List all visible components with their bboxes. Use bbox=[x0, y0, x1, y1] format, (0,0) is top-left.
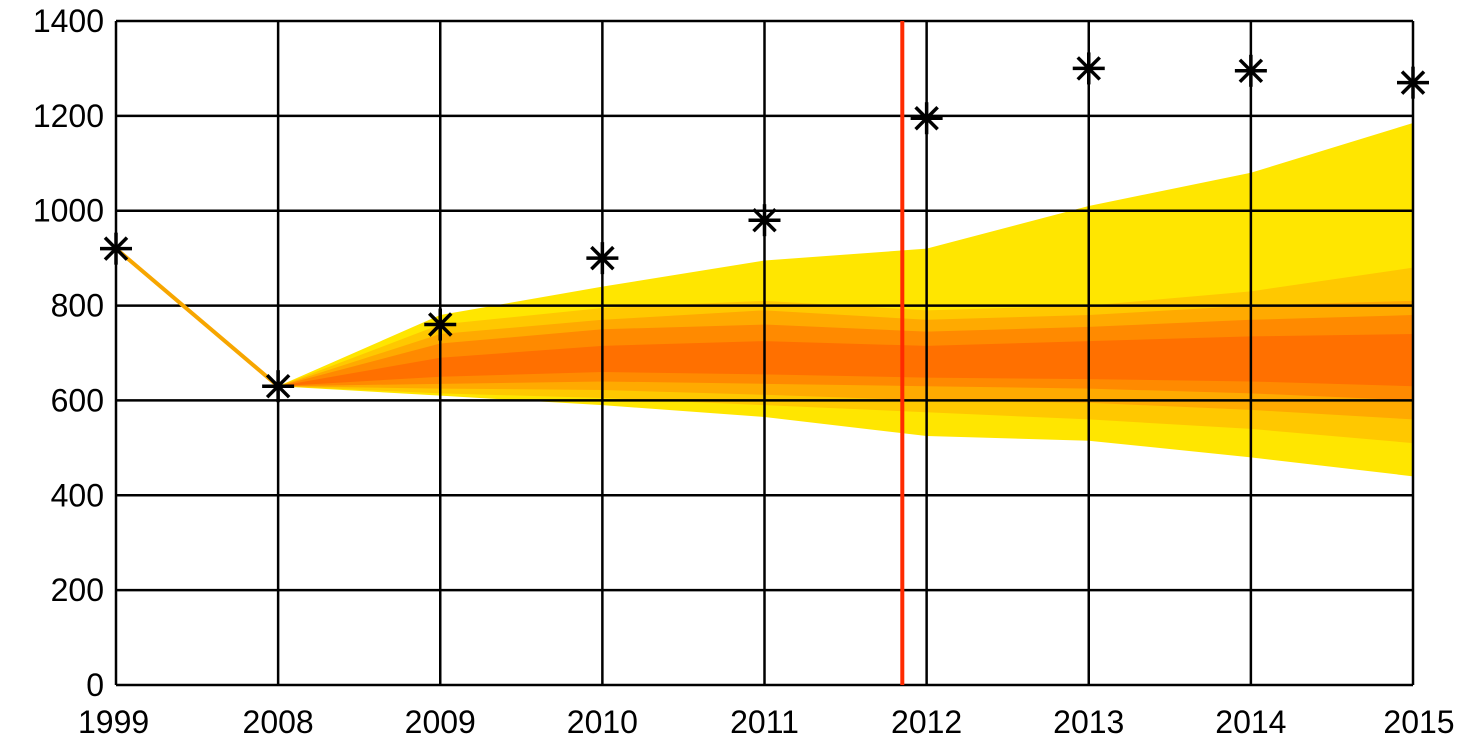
x-tick-label-2011: 2011 bbox=[730, 704, 799, 740]
y-tick-label-0: 0 bbox=[86, 667, 104, 703]
data-point-2011 bbox=[749, 204, 781, 236]
forecast-bands bbox=[278, 123, 1413, 476]
y-tick-label-600: 600 bbox=[51, 382, 104, 418]
x-tick-label-2012: 2012 bbox=[891, 704, 962, 740]
x-tick-label-2014: 2014 bbox=[1215, 704, 1286, 740]
y-tick-label-1200: 1200 bbox=[33, 98, 104, 134]
x-tick-label-1999: 1999 bbox=[78, 704, 149, 740]
y-tick-label-1000: 1000 bbox=[33, 193, 104, 229]
x-tick-label-2010: 2010 bbox=[567, 704, 638, 740]
history-line bbox=[116, 249, 278, 387]
data-point-2013 bbox=[1073, 52, 1105, 84]
y-tick-label-400: 400 bbox=[51, 477, 104, 513]
x-tick-label-2009: 2009 bbox=[405, 704, 476, 740]
data-point-2014 bbox=[1235, 55, 1267, 87]
y-axis-ticks: 0 200 400 600 800 1000 1200 1400 bbox=[33, 3, 104, 703]
data-point-2015 bbox=[1397, 67, 1429, 99]
data-point-2012 bbox=[911, 102, 943, 134]
x-tick-label-2013: 2013 bbox=[1053, 704, 1124, 740]
x-axis-ticks: 1999 2008 2009 2010 2011 2012 2013 2014 2015 bbox=[78, 704, 1455, 740]
y-tick-label-200: 200 bbox=[51, 572, 104, 608]
x-tick-label-2015: 2015 bbox=[1383, 704, 1454, 740]
y-tick-label-1400: 1400 bbox=[33, 3, 104, 39]
data-point-2010 bbox=[586, 242, 618, 274]
x-tick-label-2008: 2008 bbox=[243, 704, 314, 740]
y-tick-label-800: 800 bbox=[51, 288, 104, 324]
